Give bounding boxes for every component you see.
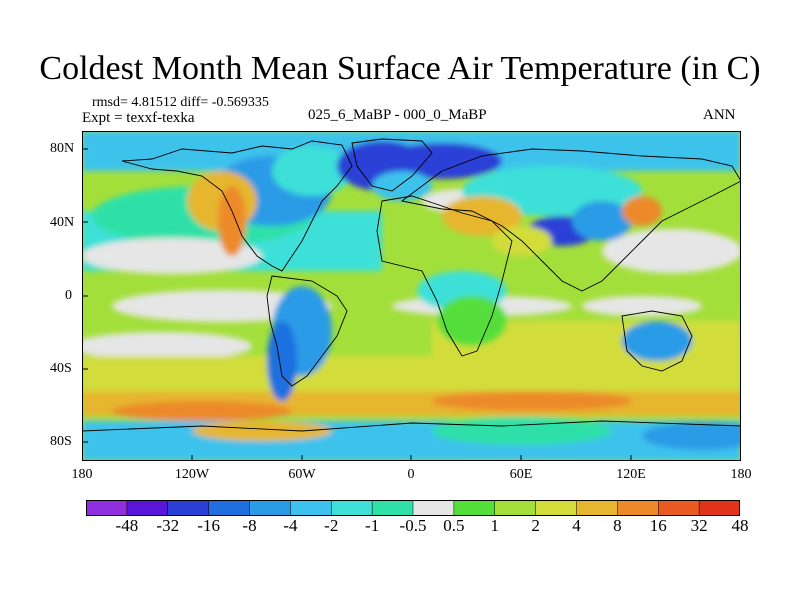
lat-label-40s: 40S (50, 361, 72, 376)
colorbar-cell (86, 500, 128, 516)
colorbar-label: 32 (690, 516, 708, 535)
temperature-field (82, 131, 741, 461)
colorbar-cell (126, 500, 169, 516)
colorbar-label: 0.5 (443, 516, 465, 535)
lon-label-60w: 60W (288, 467, 316, 482)
colorbar-label: -8 (242, 516, 257, 535)
chart-title: Coldest Month Mean Surface Air Temperatu… (39, 50, 761, 87)
colorbar-cell (576, 500, 619, 516)
colorbar-label: -1 (365, 516, 380, 535)
colorbar-label: -4 (283, 516, 298, 535)
colorbar-cell (249, 500, 292, 516)
colorbar-border (86, 500, 740, 516)
colorbar-cell (658, 500, 700, 516)
temperature-difference-map (82, 131, 741, 461)
colorbar-label: -32 (156, 516, 180, 535)
colorbar-label: 48 (731, 516, 749, 535)
lon-label-0: 0 (407, 467, 415, 482)
period-label: 025_6_MaBP - 000_0_MaBP (308, 107, 487, 123)
lon-label-60e: 60E (509, 467, 533, 482)
colorbar-cell (617, 500, 660, 516)
colorbar-label: -2 (324, 516, 339, 535)
colorbar-cell (453, 500, 496, 516)
lat-label-80n: 80N (50, 141, 75, 156)
colorbar-cell (698, 500, 740, 516)
lon-label-180e: 180 (730, 467, 752, 482)
colorbar-cell (290, 500, 333, 516)
colorbar (86, 500, 740, 516)
colorbar-cell (208, 500, 251, 516)
colorbar-cell (167, 500, 210, 516)
coastlines (82, 138, 741, 461)
colorbar-cell (331, 500, 373, 516)
lon-label-120w: 120W (174, 467, 210, 482)
colorbar-cell (412, 500, 455, 516)
colorbar-label: 4 (572, 516, 581, 535)
rmsd-diff-stats: rmsd= 4.81512 diff= -0.569335 (92, 95, 269, 110)
experiment-label: Expt = texxf-texka (82, 110, 195, 126)
lat-label-80s: 80S (50, 434, 72, 449)
colorbar-label: 1 (490, 516, 500, 535)
colorbar-label: 8 (613, 516, 622, 535)
colorbar-cell (494, 500, 537, 516)
season-label: ANN (703, 107, 736, 123)
lat-label-0: 0 (65, 288, 72, 303)
colorbar-label: -48 (115, 516, 139, 535)
colorbar-cell (371, 500, 414, 516)
colorbar-cell (535, 500, 578, 516)
lat-label-40n: 40N (50, 215, 75, 230)
colorbar-label: 2 (531, 516, 540, 535)
lon-label-180w: 180 (71, 467, 93, 482)
colorbar-label: 16 (649, 516, 667, 535)
map-ticks (82, 148, 632, 461)
colorbar-label: -16 (197, 516, 220, 535)
colorbar-label: -0.5 (399, 516, 427, 535)
lon-label-120e: 120E (616, 467, 646, 482)
